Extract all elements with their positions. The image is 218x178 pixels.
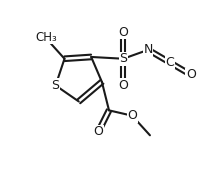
Text: S: S (52, 79, 60, 92)
Text: N: N (143, 43, 153, 56)
Text: O: O (118, 25, 128, 39)
Text: S: S (119, 52, 127, 65)
Text: CH₃: CH₃ (36, 31, 58, 44)
Text: O: O (93, 125, 103, 138)
Text: C: C (165, 56, 174, 69)
Text: O: O (118, 79, 128, 92)
Text: O: O (186, 68, 196, 81)
Text: O: O (127, 109, 137, 122)
